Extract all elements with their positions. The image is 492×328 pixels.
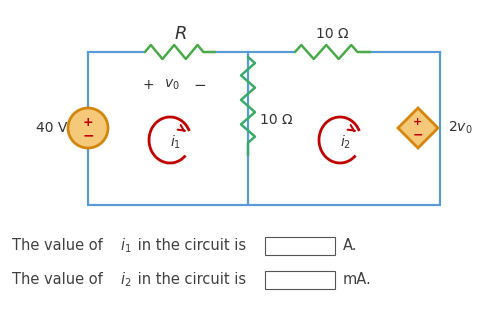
FancyBboxPatch shape xyxy=(265,237,335,255)
Text: $i_1$: $i_1$ xyxy=(120,236,131,256)
Text: The value of: The value of xyxy=(12,238,107,254)
Text: 40 V: 40 V xyxy=(36,121,68,135)
Text: 10 Ω: 10 Ω xyxy=(260,113,293,127)
Text: in the circuit is: in the circuit is xyxy=(133,273,246,288)
Text: −: − xyxy=(194,77,206,92)
Text: +: + xyxy=(413,117,423,127)
Text: $i_1$: $i_1$ xyxy=(170,133,182,151)
Polygon shape xyxy=(398,108,438,148)
Text: $v_0$: $v_0$ xyxy=(164,78,180,92)
Text: +: + xyxy=(142,78,154,92)
Text: 10 Ω: 10 Ω xyxy=(316,27,348,41)
Text: −: − xyxy=(413,129,423,141)
Text: $R$: $R$ xyxy=(174,25,186,43)
Text: −: − xyxy=(82,128,94,142)
Text: $i_2$: $i_2$ xyxy=(340,133,352,151)
Circle shape xyxy=(68,108,108,148)
Text: The value of: The value of xyxy=(12,273,107,288)
Text: mA.: mA. xyxy=(343,273,372,288)
FancyBboxPatch shape xyxy=(265,271,335,289)
Text: A.: A. xyxy=(343,238,358,254)
Text: $2v_0$: $2v_0$ xyxy=(448,120,472,136)
Text: +: + xyxy=(83,115,93,129)
Text: in the circuit is: in the circuit is xyxy=(133,238,246,254)
Text: $i_2$: $i_2$ xyxy=(120,271,131,289)
